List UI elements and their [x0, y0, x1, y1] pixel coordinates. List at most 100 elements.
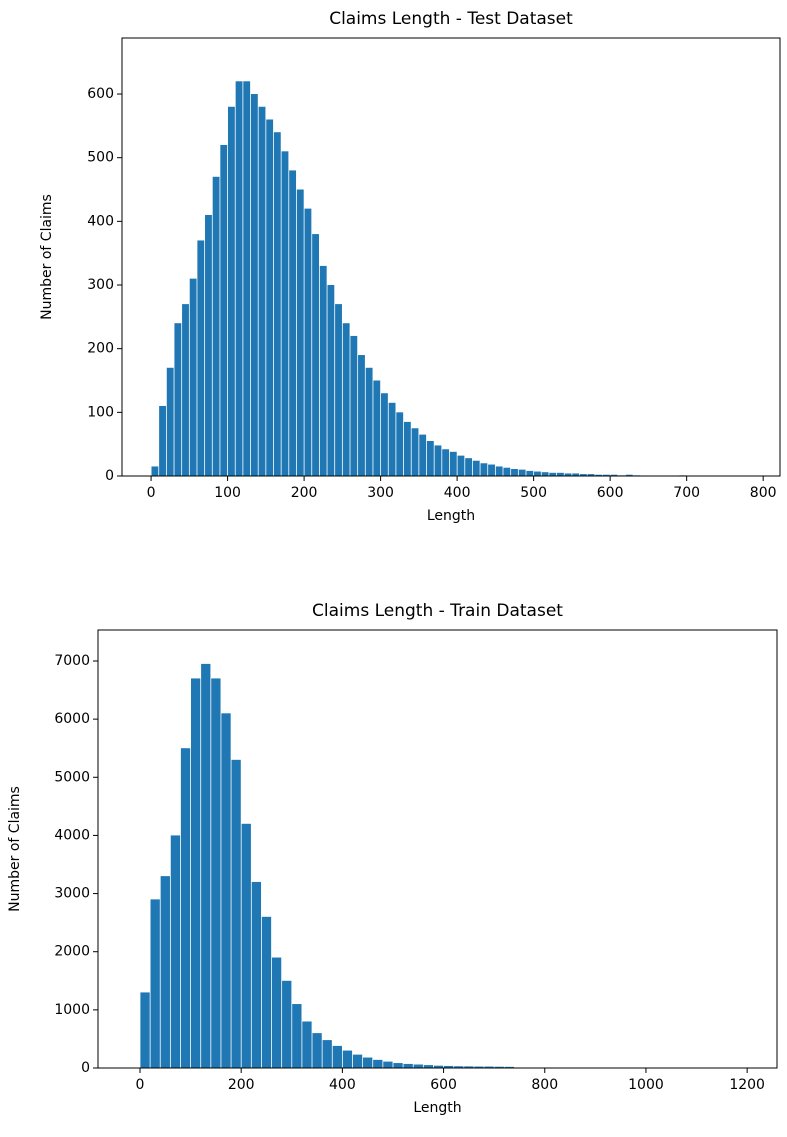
x-tick-label: 600 — [430, 1077, 457, 1093]
bar — [213, 177, 220, 476]
x-tick-label: 100 — [214, 485, 241, 501]
chart-title: Claims Length - Train Dataset — [312, 601, 563, 621]
x-axis-label: Length — [413, 1100, 461, 1116]
y-tick-label: 200 — [87, 341, 114, 357]
x-tick-label: 600 — [597, 485, 624, 501]
x-tick-label: 400 — [444, 485, 471, 501]
y-tick-label: 7000 — [54, 653, 90, 669]
bar — [350, 336, 357, 476]
bar — [458, 456, 465, 476]
bar — [221, 713, 230, 1068]
bar — [366, 368, 373, 476]
y-axis-label: Number of Claims — [7, 786, 23, 912]
x-tick-label: 800 — [750, 485, 777, 501]
y-tick-label: 0 — [81, 1060, 90, 1076]
bar — [503, 468, 510, 476]
y-tick-label: 2000 — [54, 944, 90, 960]
bar — [312, 1033, 321, 1068]
bar — [343, 323, 350, 476]
x-tick-label: 0 — [147, 485, 156, 501]
bar — [373, 381, 380, 476]
x-tick-label: 400 — [329, 1077, 356, 1093]
bar — [358, 355, 365, 476]
bar — [496, 466, 503, 476]
y-tick-label: 3000 — [54, 886, 90, 902]
bar — [373, 1060, 382, 1068]
x-tick-label: 0 — [136, 1077, 145, 1093]
bar — [511, 469, 518, 476]
bar — [304, 209, 311, 476]
bar — [242, 824, 251, 1068]
bar — [519, 470, 526, 476]
bar — [205, 215, 212, 476]
bar — [243, 81, 250, 476]
bar — [427, 441, 434, 476]
bar — [526, 471, 533, 476]
bar — [297, 190, 304, 476]
bar — [414, 1065, 423, 1068]
bar — [161, 876, 170, 1068]
y-tick-label: 100 — [87, 404, 114, 420]
x-tick-label: 300 — [367, 485, 394, 501]
y-axis-label: Number of Claims — [39, 194, 55, 320]
bar — [412, 428, 419, 476]
bar — [343, 1051, 352, 1068]
bar — [363, 1058, 372, 1068]
bar — [191, 678, 200, 1068]
bar — [231, 760, 240, 1068]
bar — [542, 472, 549, 476]
bar — [251, 94, 258, 476]
bar — [236, 81, 243, 476]
y-tick-label: 600 — [87, 86, 114, 102]
bar — [220, 145, 227, 476]
bar — [404, 422, 411, 476]
x-tick-label: 500 — [520, 485, 547, 501]
bar — [211, 678, 220, 1068]
bar — [262, 917, 271, 1068]
bar — [292, 1004, 301, 1068]
bar — [140, 992, 149, 1068]
bar — [393, 1063, 402, 1068]
y-tick-label: 4000 — [54, 827, 90, 843]
bar — [435, 445, 442, 476]
bar — [465, 458, 472, 476]
bar — [302, 1021, 311, 1068]
bar — [171, 835, 180, 1068]
y-tick-label: 5000 — [54, 769, 90, 785]
x-tick-label: 200 — [228, 1077, 255, 1093]
bar — [259, 107, 266, 476]
x-tick-label: 800 — [531, 1077, 558, 1093]
bar — [383, 1062, 392, 1068]
bar — [335, 304, 342, 476]
bar — [442, 449, 449, 476]
bar — [190, 279, 197, 476]
bar — [353, 1055, 362, 1068]
chart-title: Claims Length - Test Dataset — [329, 9, 573, 29]
bar — [181, 748, 190, 1068]
bar — [389, 403, 396, 476]
bar — [534, 472, 541, 476]
bar — [320, 266, 327, 476]
y-tick-label: 6000 — [54, 711, 90, 727]
bar — [403, 1064, 412, 1068]
bar — [228, 107, 235, 476]
x-tick-label: 1200 — [729, 1077, 765, 1093]
y-tick-label: 500 — [87, 150, 114, 166]
x-tick-label: 200 — [291, 485, 318, 501]
bar — [252, 882, 261, 1068]
x-tick-label: 700 — [673, 485, 700, 501]
bar — [327, 285, 334, 476]
bar — [312, 234, 319, 476]
bar — [282, 151, 289, 476]
bar — [488, 465, 495, 476]
y-tick-label: 400 — [87, 213, 114, 229]
x-axis-label: Length — [427, 508, 475, 524]
y-tick-label: 1000 — [54, 1002, 90, 1018]
bar — [473, 461, 480, 476]
y-tick-label: 0 — [105, 468, 114, 484]
bar — [274, 132, 281, 476]
bar — [174, 323, 181, 476]
bar — [450, 452, 457, 476]
bar — [159, 406, 166, 476]
